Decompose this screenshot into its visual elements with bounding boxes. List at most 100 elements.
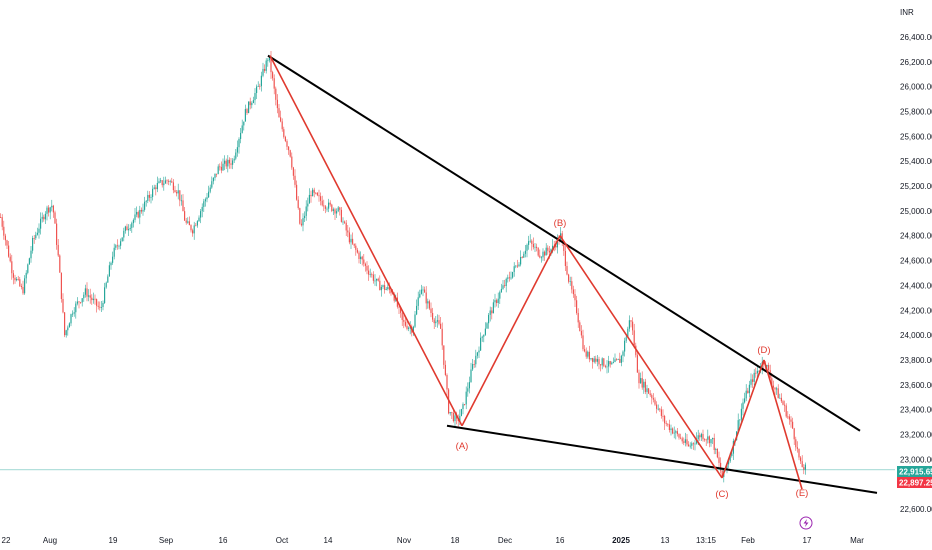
candle-body (585, 351, 587, 357)
candle-body (48, 207, 50, 213)
candle-body (334, 209, 336, 214)
time-tick: 16 (219, 536, 228, 545)
candle-body (745, 390, 747, 399)
candle-body (142, 209, 144, 212)
candle-body (136, 211, 138, 215)
candle-body (81, 298, 83, 303)
time-tick: 13:15 (696, 536, 717, 545)
candle-body (164, 180, 166, 184)
candle-body (424, 289, 426, 293)
candle-body (670, 428, 672, 431)
wave-segment[interactable] (461, 235, 561, 427)
candle-body (80, 302, 82, 304)
candle-body (630, 320, 632, 322)
candle-body (84, 288, 86, 295)
wave-segment[interactable] (559, 235, 723, 479)
candle-body (534, 246, 536, 248)
candle-body (33, 237, 35, 239)
price-axis[interactable]: INR 26,400.00 26,200.00 26,000.00 25,800.00… (897, 8, 932, 514)
candle-body (641, 378, 643, 388)
candle-body (624, 340, 626, 352)
candle-body (214, 173, 216, 178)
lightning-bolt-icon[interactable] (799, 516, 813, 530)
candle-body (144, 201, 146, 210)
candle-body (464, 404, 466, 405)
price-tick: 23,600.00 (900, 381, 932, 390)
candle-body (201, 206, 203, 212)
candle-body (691, 443, 693, 446)
candle-body (185, 220, 187, 223)
time-axis[interactable]: 22 Aug 19 Sep 16 Oct 14 Nov 18 Dec 16 2025 13 13:15 Fe… (2, 536, 865, 545)
candle-body (342, 221, 344, 223)
candle-body (360, 256, 362, 259)
candle-body (804, 464, 806, 470)
candle-body (161, 180, 163, 186)
candle-body (326, 208, 328, 210)
candle-body (54, 212, 56, 224)
wave-label: (C) (715, 489, 728, 500)
candle-body (177, 190, 179, 194)
candle-body (270, 56, 272, 73)
candle-body (312, 189, 314, 197)
wave-segment[interactable] (269, 55, 463, 427)
candle-body (288, 146, 290, 151)
wave-segment[interactable] (721, 359, 765, 479)
candle-body (740, 408, 742, 420)
candle-body (427, 301, 429, 304)
candle-body (803, 467, 805, 470)
candle-body (728, 461, 730, 465)
candle-body (401, 312, 403, 320)
candle-body (470, 369, 472, 383)
candle-body (582, 335, 584, 350)
candle-body (595, 358, 597, 362)
candle-body (41, 216, 43, 219)
candle-body (264, 68, 266, 71)
candle-body (374, 280, 376, 282)
candle-body (465, 391, 467, 405)
candle-body (603, 358, 605, 366)
time-tick: 19 (109, 536, 118, 545)
candle-body (569, 281, 571, 283)
candle-body (265, 60, 267, 71)
trendline-lower[interactable] (446, 424, 878, 494)
candle-body (606, 366, 608, 368)
wave-segment[interactable] (763, 359, 803, 490)
candle-body (60, 272, 62, 299)
candle-body (328, 202, 330, 209)
candle-body (689, 445, 691, 447)
candle-body (59, 255, 61, 273)
candle-body (73, 312, 75, 314)
price-axis-ticks: 26,400.00 26,200.00 26,000.00 25,800.00 25,6… (900, 33, 932, 514)
candle-body (171, 181, 173, 183)
candle-body (430, 308, 432, 313)
candle-body (184, 211, 186, 221)
candle-body (425, 292, 427, 304)
candle-body (404, 321, 406, 326)
candle-body (564, 251, 566, 267)
candle-body (752, 379, 754, 382)
candle-body (217, 166, 219, 175)
candle-body (643, 381, 645, 388)
candle-body (528, 241, 530, 245)
candle-body (737, 420, 739, 432)
candle-body (24, 278, 26, 294)
candle-body (451, 412, 453, 413)
price-tick: 22,600.00 (900, 505, 932, 514)
candle-body (49, 207, 51, 213)
candle-body (196, 221, 198, 226)
candle-body (11, 261, 13, 274)
candle-body (139, 209, 141, 218)
candle-body (65, 330, 67, 336)
wave-labels-layer: (A) (B) (C) (D) (E) (456, 218, 809, 500)
candle-body (204, 199, 206, 202)
secondary-price-badge (897, 477, 932, 488)
candle-body (62, 298, 64, 313)
candle-body (632, 321, 634, 331)
price-tick: 23,200.00 (900, 430, 932, 439)
candle-body (715, 448, 717, 450)
candle-body (540, 257, 542, 259)
candle-body (772, 385, 774, 388)
candle-body (36, 232, 38, 235)
candle-body (364, 263, 366, 266)
